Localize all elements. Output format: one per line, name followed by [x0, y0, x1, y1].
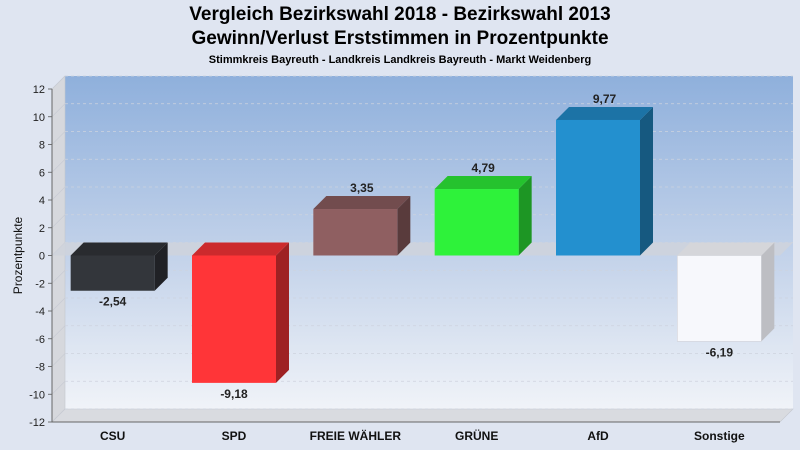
plot-floor — [51, 408, 794, 423]
y-tick-label: 4 — [39, 195, 45, 207]
y-tick-label: -8 — [35, 362, 45, 374]
x-tick-label: AfD — [587, 429, 609, 443]
gridline-diagonal — [51, 353, 66, 367]
bar-side — [761, 242, 775, 342]
x-tick-label: GRÜNE — [455, 428, 498, 443]
bar-top — [313, 196, 411, 210]
y-tick-label: -4 — [35, 306, 45, 318]
bar-top — [556, 106, 653, 120]
data-label: -9,18 — [220, 387, 248, 401]
bar-top — [434, 176, 532, 190]
gridline-diagonal — [51, 186, 66, 201]
bar — [677, 255, 762, 342]
bar — [556, 119, 640, 256]
x-tick-label: FREIE WÄHLER — [310, 428, 402, 443]
gridline-diagonal — [51, 325, 66, 339]
bar-side — [154, 242, 168, 291]
x-tick-label: Sonstige — [694, 429, 745, 443]
bar-top — [677, 242, 775, 256]
data-label: 3,35 — [350, 181, 374, 195]
y-tick-label: 0 — [39, 251, 45, 263]
bar — [434, 189, 519, 256]
y-tick-label: -2 — [35, 278, 45, 290]
x-tick-label: SPD — [222, 429, 247, 443]
gridline-diagonal — [51, 131, 66, 145]
y-tick-label: -12 — [29, 417, 45, 429]
y-tick-label: 12 — [33, 84, 45, 96]
bar — [70, 255, 155, 291]
bar-side — [276, 242, 289, 383]
gridline-diagonal — [51, 408, 66, 423]
data-label: 9,77 — [593, 92, 617, 106]
bar-side — [518, 176, 532, 256]
gridline-diagonal — [51, 214, 66, 228]
y-tick-label: 2 — [39, 223, 45, 235]
gridline-diagonal — [51, 75, 66, 90]
y-tick-label: 10 — [33, 112, 45, 124]
gridline-diagonal — [51, 103, 66, 117]
bar-side — [397, 196, 411, 256]
bar-top — [192, 242, 289, 256]
y-axis-label: Prozentpunkte — [11, 216, 25, 294]
gridline-diagonal — [51, 297, 66, 312]
x-tick-label: CSU — [100, 429, 125, 443]
data-label: -6,19 — [706, 345, 734, 359]
gridline-diagonal — [51, 159, 66, 173]
bar-side — [640, 106, 653, 256]
y-tick-label: 8 — [39, 140, 45, 152]
chart-title: Vergleich Bezirkswahl 2018 - Bezirkswahl… — [189, 4, 611, 25]
data-label: -2,54 — [99, 295, 127, 309]
chart-title-line-2: Gewinn/Verlust Erststimmen in Prozentpun… — [191, 28, 609, 49]
chart-subtitle: Stimmkreis Bayreuth - Landkreis Landkrei… — [208, 54, 592, 66]
gridline-diagonal — [51, 381, 66, 395]
bar — [192, 255, 276, 383]
y-tick-label: 6 — [39, 167, 45, 179]
data-label: 4,79 — [471, 161, 495, 175]
gridline-diagonal — [51, 270, 66, 284]
y-tick-label: -10 — [29, 389, 45, 401]
y-tick-label: -6 — [35, 334, 45, 346]
bar-top — [70, 242, 168, 256]
bar — [313, 209, 398, 256]
